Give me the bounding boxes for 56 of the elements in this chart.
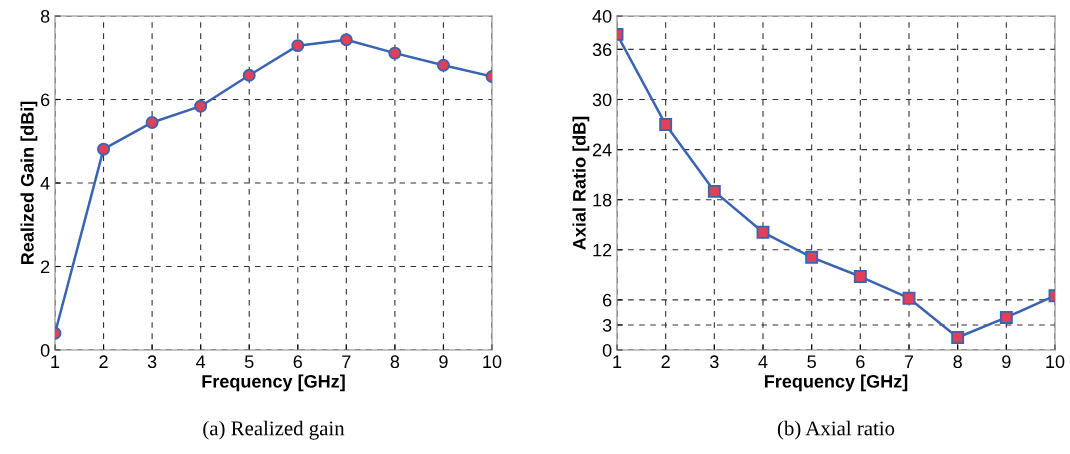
y-tick-label: 30 (592, 93, 612, 107)
point (902, 291, 916, 305)
x-tick-label: 3 (147, 355, 157, 369)
y-tick-label: 8 (40, 9, 50, 23)
y-tick-label: 12 (593, 243, 612, 257)
x-tick-label: 9 (439, 355, 448, 369)
x-axis-title: Frequency [GHz] (764, 374, 908, 392)
x-tick-label: 2 (99, 355, 108, 368)
x-tick-label: 7 (904, 355, 914, 368)
x-tick-label: 1 (613, 355, 622, 368)
y-tick-label: 24 (592, 143, 612, 157)
point (951, 331, 965, 344)
y-tick-label: 0 (40, 343, 50, 357)
point (291, 39, 305, 53)
point (853, 270, 867, 283)
x-tick-label: 1 (51, 355, 60, 368)
y-tick-label: 4 (40, 177, 50, 190)
x-tick-label: 4 (196, 355, 206, 368)
y-tick-label: 36 (592, 43, 612, 57)
point (436, 58, 450, 72)
y-tick-label: 3 (602, 318, 612, 332)
text: (a) Realized gain (203, 420, 345, 440)
x-tick-label: 4 (758, 355, 768, 368)
point (707, 184, 721, 198)
x-tick-label: 10 (1046, 355, 1065, 369)
point (194, 99, 208, 113)
point (659, 118, 673, 132)
point (999, 310, 1013, 324)
y-tick-label: 2 (41, 260, 50, 274)
x-tick-label: 8 (953, 355, 962, 369)
y-tick-label: 18 (593, 193, 612, 207)
x-tick-label: 9 (1002, 355, 1011, 369)
text: (b) Axial ratio (777, 420, 895, 440)
x-tick-label: 5 (244, 355, 254, 369)
y-axis-title: Realized Gain [dBi] (20, 101, 38, 265)
y-tick-label: 6 (603, 293, 612, 307)
point (145, 116, 159, 129)
point (97, 142, 111, 156)
point (339, 33, 353, 47)
y-tick-label: 6 (41, 93, 50, 107)
x-tick-label: 3 (710, 355, 719, 369)
y-tick-label: 40 (592, 9, 612, 23)
x-tick-label: 8 (390, 355, 400, 369)
point (388, 46, 402, 60)
x-tick-label: 5 (807, 355, 816, 369)
y-tick-label: 0 (602, 343, 612, 357)
y-axis-title: Axial Ratio [dB] (572, 116, 590, 250)
point (756, 225, 770, 239)
x-tick-label: 6 (856, 355, 865, 369)
x-tick-label: 6 (293, 355, 303, 369)
x-tick-label: 7 (342, 355, 351, 368)
point (242, 68, 256, 82)
x-axis-title: Frequency [GHz] (202, 374, 345, 392)
x-tick-label: 10 (483, 355, 502, 369)
x-tick-label: 2 (661, 355, 670, 368)
point (805, 250, 819, 264)
